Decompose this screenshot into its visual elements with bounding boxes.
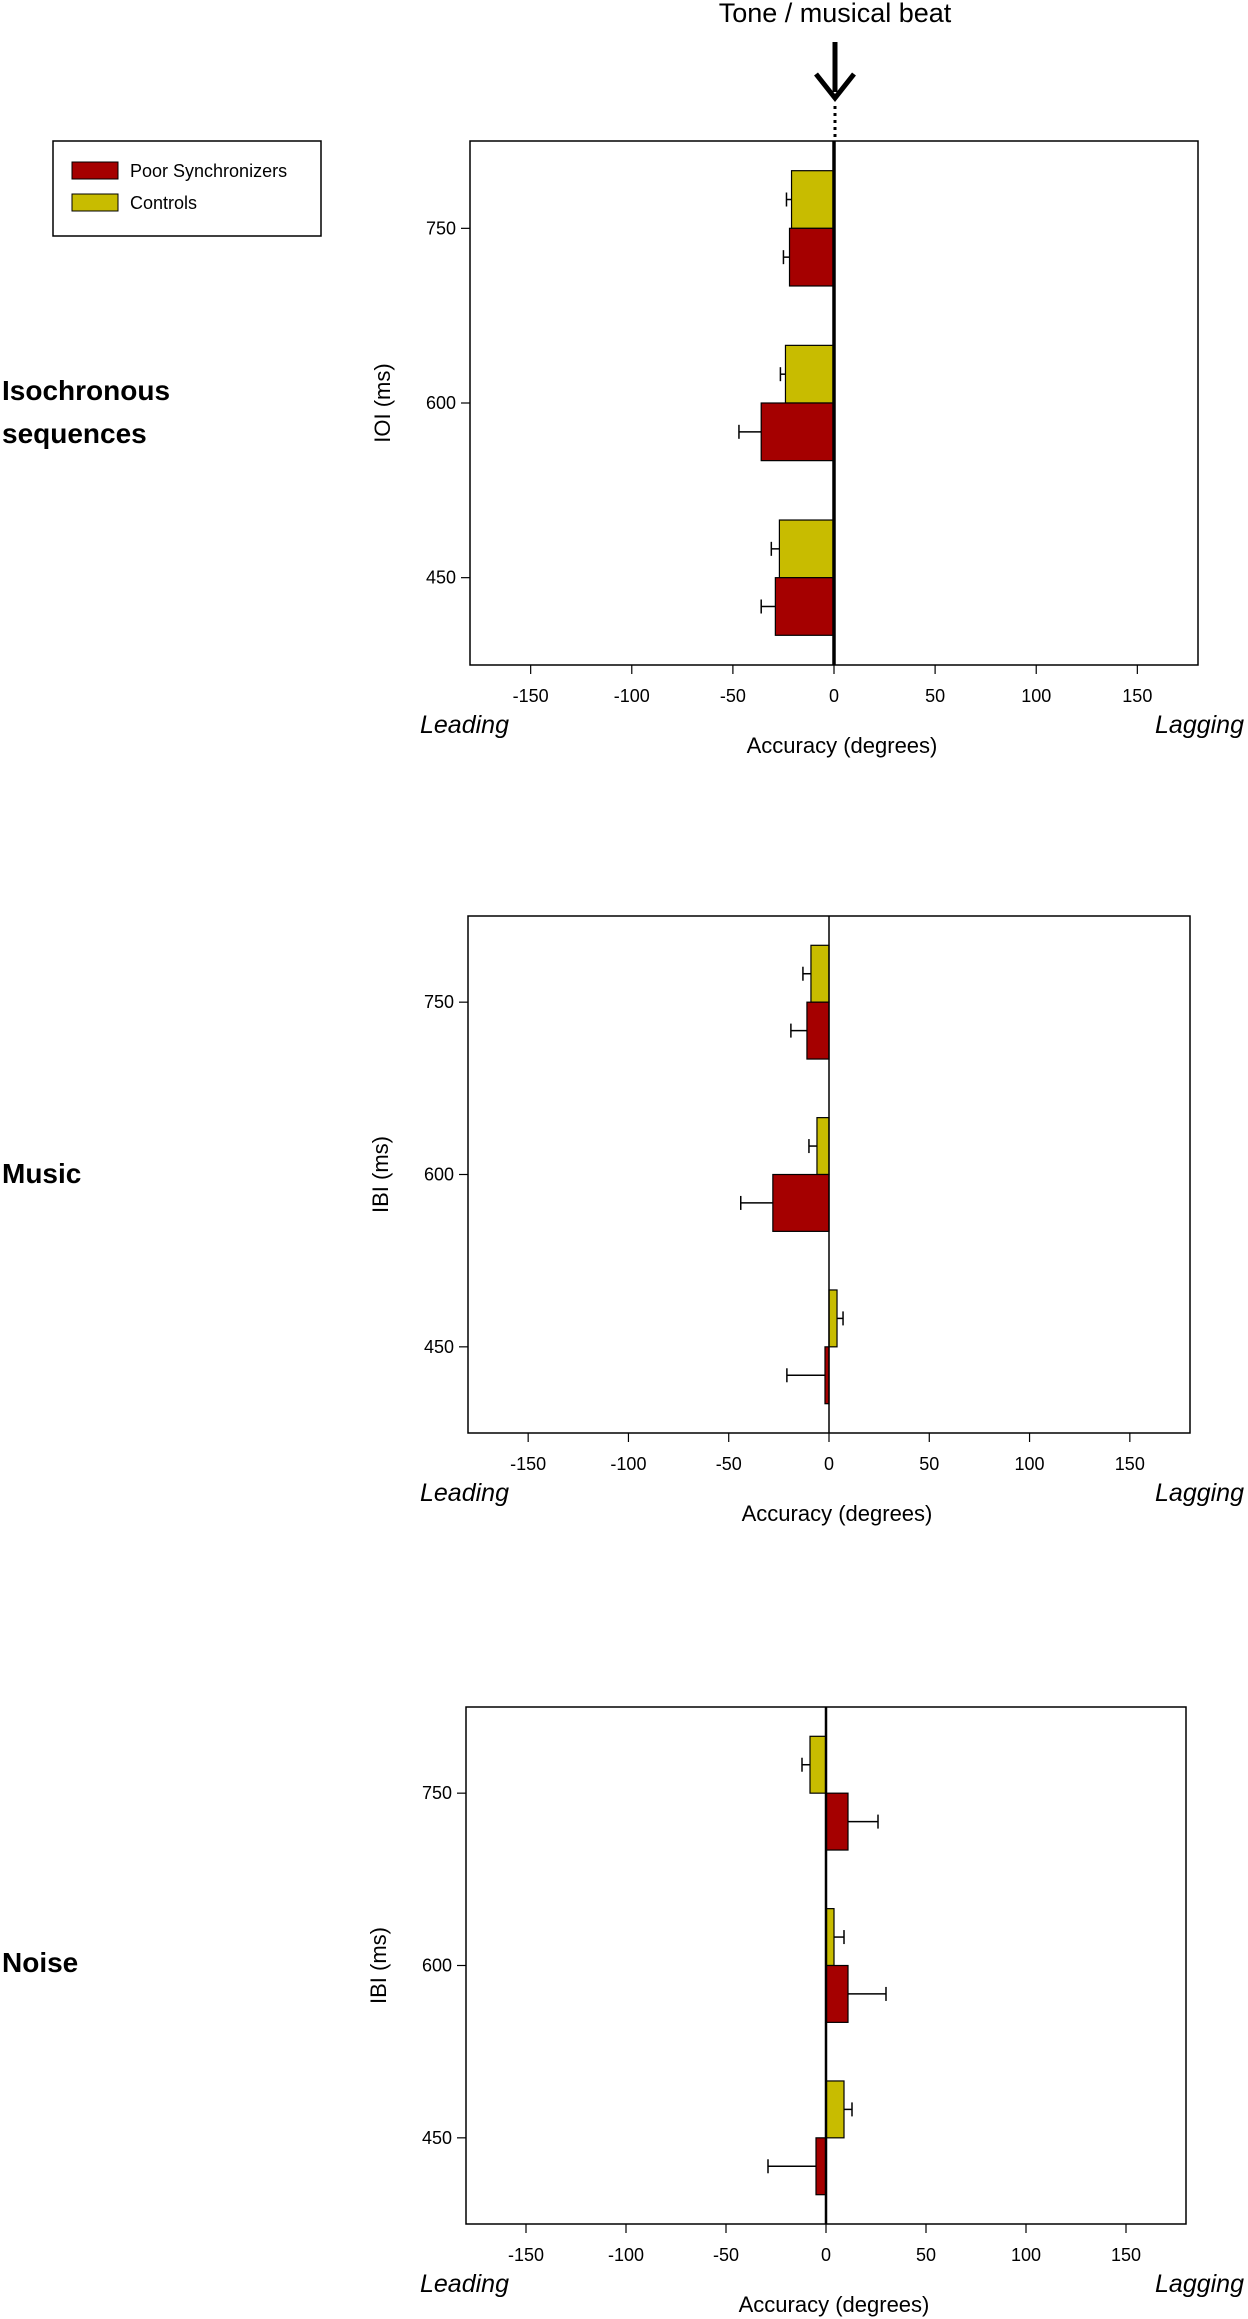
panel-isochronous: 750 600 450 -150 -100 -50 0 50 100 150 Accuracy (d… [370, 140, 1244, 758]
x-tick-label: 0 [824, 1454, 834, 1474]
x-tick-label: 0 [821, 2245, 831, 2265]
lagging-label: Lagging [1155, 1479, 1244, 1507]
y-tick-label: 450 [422, 2128, 452, 2148]
leading-label: Leading [420, 2270, 509, 2298]
leading-label: Leading [420, 1479, 509, 1507]
legend-label-controls: Controls [130, 193, 197, 213]
bar-poor-synchronizers [815, 2137, 827, 2196]
x-tick-label: 100 [1011, 2245, 1041, 2265]
y-tick-label: 450 [424, 1337, 454, 1357]
bar-poor-synchronizers [772, 1173, 830, 1232]
x-tick-label: -150 [508, 2245, 544, 2265]
y-axis-label: IBI (ms) [366, 1927, 391, 2004]
x-tick-label: -150 [513, 686, 549, 706]
x-tick-label: 150 [1115, 1454, 1145, 1474]
y-tick-label: 750 [422, 1783, 452, 1803]
x-tick-label: -100 [614, 686, 650, 706]
lagging-label: Lagging [1155, 2270, 1244, 2298]
y-tick-label: 450 [426, 568, 456, 588]
bar-poor-synchronizers [806, 1001, 830, 1060]
legend-swatch-poor [71, 161, 119, 180]
x-axis-label: Accuracy (degrees) [747, 733, 938, 758]
x-tick-label: 50 [916, 2245, 936, 2265]
panel-noise: 750 600 450 -150 -100 -50 0 50 100 150 Accuracy (d… [366, 1706, 1244, 2317]
bar-poor-synchronizers [760, 402, 835, 462]
x-tick-label: 100 [1015, 1454, 1045, 1474]
x-axis-label: Accuracy (degrees) [742, 1501, 933, 1526]
y-tick-label: 600 [426, 393, 456, 413]
beat-arrow-icon [814, 42, 856, 140]
x-tick-label: 50 [919, 1454, 939, 1474]
x-tick-label: -50 [716, 1454, 742, 1474]
x-tick-label: -150 [510, 1454, 546, 1474]
x-tick-label: 150 [1122, 686, 1152, 706]
header-label: Tone / musical beat [719, 0, 952, 28]
y-axis-label: IBI (ms) [368, 1136, 393, 1213]
bar-poor-synchronizers [825, 1792, 849, 1851]
x-tick-label: -100 [608, 2245, 644, 2265]
y-tick-label: 600 [424, 1165, 454, 1185]
y-tick-label: 750 [426, 218, 456, 238]
leading-label: Leading [420, 711, 509, 739]
lagging-label: Lagging [1155, 711, 1244, 739]
section-label-isochronous-line1: Isochronous [2, 375, 170, 406]
bar-poor-synchronizers [774, 577, 835, 636]
bar-controls [784, 344, 835, 404]
legend-box [52, 140, 322, 237]
bar-poor-synchronizers [788, 227, 835, 287]
section-label-music: Music [2, 1158, 81, 1189]
y-tick-label: 750 [424, 992, 454, 1012]
section-label-noise: Noise [2, 1947, 78, 1978]
legend: Poor Synchronizers Controls [52, 140, 322, 237]
bar-controls [778, 519, 835, 579]
x-tick-label: -50 [720, 686, 746, 706]
legend-label-poor: Poor Synchronizers [130, 161, 287, 181]
bar-controls [790, 170, 835, 229]
x-tick-label: 0 [829, 686, 839, 706]
section-label-isochronous-line2: sequences [2, 418, 147, 449]
x-tick-label: -50 [713, 2245, 739, 2265]
y-tick-label: 600 [422, 1956, 452, 1976]
bar-poor-synchronizers [825, 1964, 849, 2023]
y-axis-label: IOI (ms) [370, 363, 395, 442]
x-tick-label: 150 [1111, 2245, 1141, 2265]
x-tick-label: -100 [610, 1454, 646, 1474]
bar-controls [825, 2080, 845, 2139]
bar-controls [816, 1117, 830, 1176]
x-tick-label: 100 [1021, 686, 1051, 706]
bar-controls [810, 944, 830, 1003]
legend-swatch-controls [71, 193, 119, 212]
x-axis-label: Accuracy (degrees) [739, 2292, 930, 2317]
bar-controls [809, 1735, 827, 1794]
x-tick-label: 50 [925, 686, 945, 706]
panel-music: 750 600 450 -150 -100 -50 0 50 100 150 Accuracy (d… [368, 915, 1244, 1526]
bar-controls [828, 1289, 838, 1348]
